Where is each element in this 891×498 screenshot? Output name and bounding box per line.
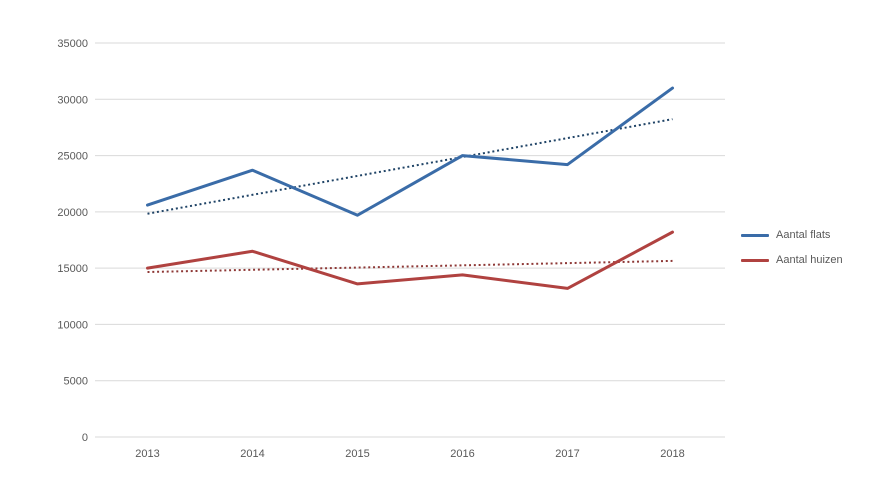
x-axis-tick-label: 2018	[660, 448, 684, 460]
legend-label-flats: Aantal flats	[776, 229, 831, 241]
y-axis-tick-label: 30000	[57, 94, 88, 106]
legend-item-aantal-huizen: Aantal huizen	[741, 254, 843, 267]
x-axis-tick-label: 2016	[450, 448, 474, 460]
trendline-1	[147, 259, 673, 274]
y-axis-tick-label: 20000	[57, 207, 88, 219]
y-axis-tick-label: 10000	[57, 319, 88, 331]
legend-item-aantal-flats: Aantal flats	[741, 229, 843, 242]
y-axis-tick-label: 35000	[57, 38, 88, 50]
x-axis-tick-label: 2017	[555, 448, 579, 460]
y-axis-tick-label: 25000	[57, 151, 88, 163]
legend-line-swatch-flats	[741, 234, 769, 237]
series-line-0	[146, 86, 674, 217]
legend-line-swatch-huizen	[741, 259, 769, 262]
y-axis-tick-label: 15000	[57, 263, 88, 275]
series-line-1	[146, 230, 674, 290]
x-axis-tick-label: 2014	[240, 448, 264, 460]
y-axis-tick-label: 5000	[64, 376, 88, 388]
y-axis-tick-label: 0	[82, 432, 88, 444]
x-axis-tick-label: 2013	[135, 448, 159, 460]
legend: Aantal flats Aantal huizen	[741, 229, 843, 267]
trendline-0	[147, 118, 673, 215]
legend-label-huizen: Aantal huizen	[776, 254, 843, 266]
x-axis-tick-label: 2015	[345, 448, 369, 460]
